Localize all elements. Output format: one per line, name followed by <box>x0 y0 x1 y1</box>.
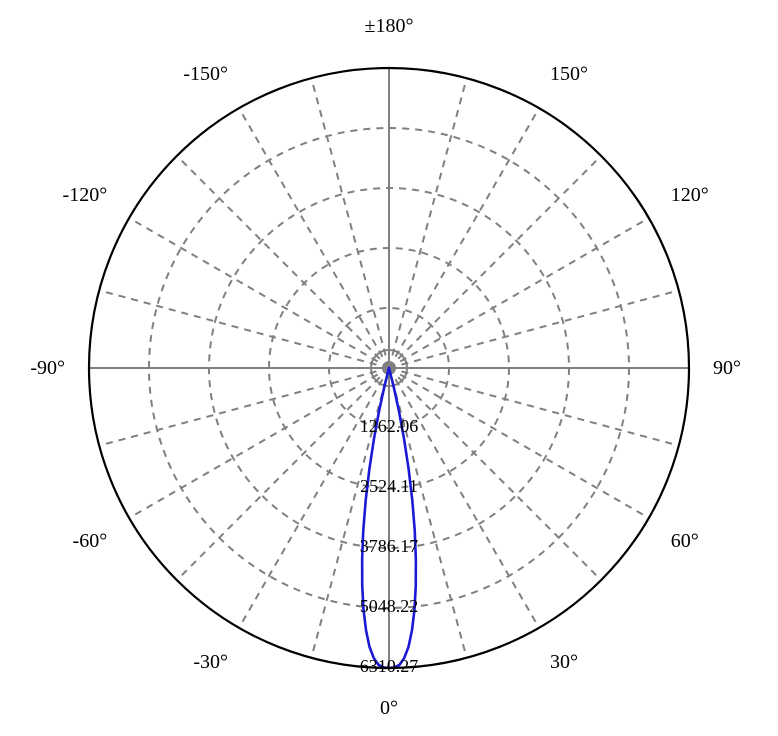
angle-tick-label: -60° <box>73 530 108 552</box>
angle-tick-label: -30° <box>193 651 228 673</box>
radial-tick-label: 6310.27 <box>360 656 419 676</box>
radial-tick-label: 2524.11 <box>360 476 418 496</box>
angle-tick-label: 60° <box>671 530 699 552</box>
angle-tick-label: -90° <box>30 357 65 379</box>
angle-tick-label: -120° <box>63 184 108 206</box>
polar-chart: 1262.06 2524.11 3786.17 5048.22 6310.27 ±180°… <box>0 0 778 736</box>
radial-tick-label: 3786.17 <box>360 536 419 556</box>
angle-tick-label: -150° <box>183 63 228 85</box>
angle-tick-label: 150° <box>550 63 588 85</box>
angle-tick-label: 0° <box>380 697 398 719</box>
angle-tick-label: 90° <box>713 357 741 379</box>
angle-tick-label: ±180° <box>365 15 414 37</box>
angle-tick-label: 30° <box>550 651 578 673</box>
angle-tick-label: 120° <box>671 184 709 206</box>
radial-tick-label: 1262.06 <box>360 416 419 436</box>
radial-tick-label: 5048.22 <box>360 596 419 616</box>
